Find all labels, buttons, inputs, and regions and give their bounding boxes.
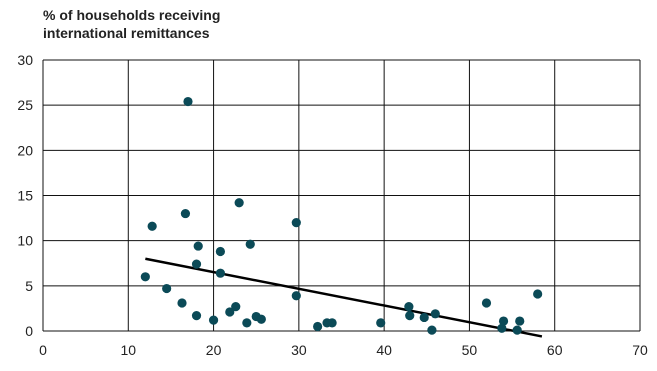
- data-point: [498, 316, 509, 326]
- data-point: [533, 289, 543, 299]
- data-point: [234, 198, 244, 208]
- data-point: [291, 291, 301, 301]
- x-tick-label: 40: [376, 342, 392, 358]
- data-point: [405, 311, 415, 321]
- y-tick-label: 10: [17, 233, 33, 249]
- y-axis-label-line-2: international remittances: [43, 25, 210, 41]
- data-point: [515, 316, 525, 326]
- data-point: [256, 314, 266, 324]
- y-tick-label: 30: [17, 52, 33, 68]
- data-point: [327, 318, 337, 328]
- data-point: [481, 298, 492, 308]
- data-point: [177, 298, 187, 308]
- tick-labels: 0 10 20 30 40 50 60 70 0 5 10 15 20 25 30: [17, 52, 648, 358]
- trendline: [145, 257, 543, 338]
- data-point: [193, 241, 203, 251]
- data-point: [242, 318, 252, 328]
- data-point: [497, 323, 507, 333]
- y-tick-label: 5: [25, 278, 33, 294]
- data-point: [191, 311, 202, 321]
- y-axis-label-line-1: % of households receiving: [43, 7, 220, 23]
- data-point: [191, 259, 202, 269]
- data-point: [404, 302, 414, 312]
- x-tick-label: 60: [547, 342, 563, 358]
- data-point: [376, 318, 386, 328]
- data-points: [140, 96, 543, 335]
- data-point: [215, 268, 225, 278]
- x-tick-label: 0: [39, 342, 47, 358]
- x-tick-label: 10: [120, 342, 136, 358]
- x-tick-label: 30: [291, 342, 307, 358]
- data-point: [419, 312, 429, 323]
- data-point: [245, 239, 255, 249]
- data-point: [162, 283, 172, 294]
- y-tick-label: 20: [17, 142, 33, 158]
- data-point: [215, 246, 225, 257]
- data-point: [291, 218, 301, 228]
- trendline-layer: [145, 257, 543, 338]
- x-tick-label: 20: [206, 342, 222, 358]
- data-point: [427, 325, 437, 335]
- data-point: [512, 325, 522, 335]
- data-point: [231, 302, 241, 312]
- data-point: [140, 272, 150, 282]
- x-tick-label: 50: [462, 342, 478, 358]
- y-tick-label: 15: [17, 188, 33, 204]
- grid: [42, 59, 641, 332]
- data-point: [430, 309, 440, 319]
- data-point: [147, 221, 157, 231]
- x-tick-label: 70: [632, 342, 648, 358]
- data-point: [225, 307, 235, 317]
- data-point: [180, 208, 191, 219]
- data-point: [208, 315, 219, 325]
- data-point: [313, 321, 323, 332]
- y-tick-label: 25: [17, 97, 33, 113]
- y-tick-label: 0: [25, 323, 33, 339]
- data-point: [183, 96, 193, 107]
